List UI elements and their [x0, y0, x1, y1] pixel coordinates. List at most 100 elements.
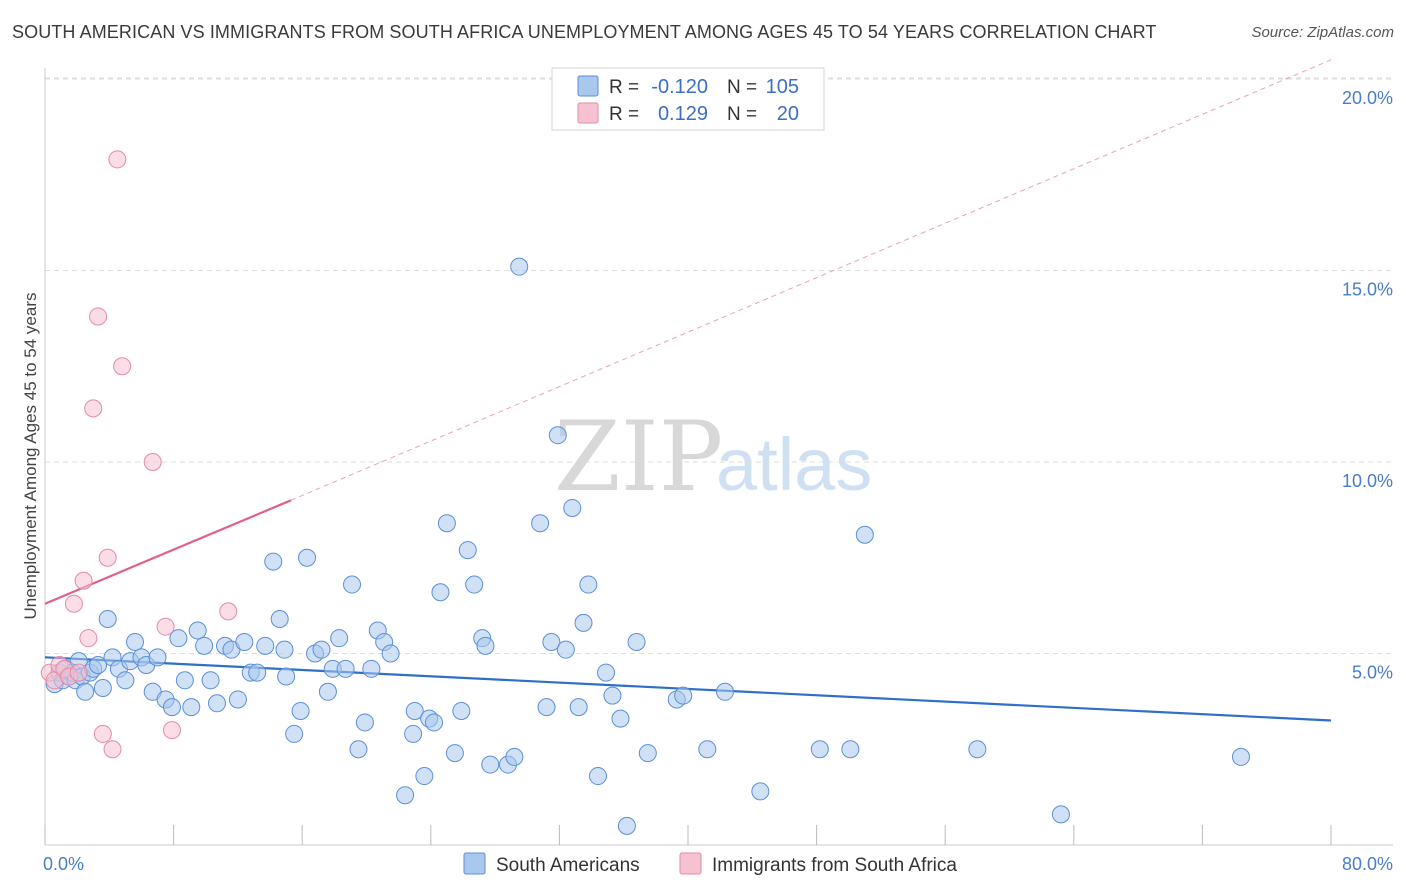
data-point-south-americans [208, 694, 227, 713]
legend-r-value-pink: 0.129 [658, 103, 708, 125]
data-point-south-americans [698, 740, 717, 759]
data-point-south-americans [465, 575, 484, 594]
data-point-immigrants-south-africa [64, 594, 83, 613]
data-point-south-americans [715, 682, 734, 701]
data-point-south-americans [188, 621, 207, 640]
data-point-south-americans [277, 667, 296, 686]
gridlines [45, 77, 1393, 654]
data-point-immigrants-south-africa [113, 357, 132, 376]
trend-lines [44, 59, 1332, 722]
data-point-south-americans [228, 690, 247, 709]
data-point-south-americans [611, 709, 630, 728]
x-tick-label-min: 0.0% [43, 854, 84, 874]
data-point-south-americans [270, 610, 289, 629]
watermark-atlas-text: atlas [716, 423, 872, 506]
data-point-south-americans [542, 633, 561, 652]
data-point-south-americans [330, 629, 349, 648]
legend-swatch-pink [577, 102, 599, 124]
data-point-immigrants-south-africa [93, 724, 112, 743]
data-point-south-americans [355, 713, 374, 732]
data-point-south-americans [855, 525, 874, 544]
legend-n-label: N = [727, 104, 757, 125]
data-point-south-americans [76, 682, 95, 701]
source-credit: Source: ZipAtlas.com [1251, 24, 1394, 41]
data-point-south-americans [431, 583, 450, 602]
legend-n-value-blue: 105 [766, 76, 799, 98]
data-point-south-americans [674, 686, 693, 705]
data-point-south-americans [548, 426, 567, 445]
y-tick-label: 10.0% [1342, 471, 1393, 491]
data-point-south-americans [349, 740, 368, 759]
data-point-south-americans [201, 671, 220, 690]
series-legend: South Americans Immigrants from South Af… [463, 852, 957, 876]
bottom-legend-swatch-pink [679, 852, 702, 875]
data-point-south-americans [235, 633, 254, 652]
data-point-south-americans [588, 767, 607, 786]
chart-title: SOUTH AMERICAN VS IMMIGRANTS FROM SOUTH … [12, 22, 1157, 42]
data-point-south-americans [98, 610, 117, 629]
data-point-south-americans [445, 744, 464, 763]
data-point-south-americans [458, 541, 477, 560]
data-point-south-americans [343, 575, 362, 594]
data-point-south-americans [89, 655, 108, 674]
legend-n-label: N = [727, 77, 757, 98]
data-point-south-americans [638, 744, 657, 763]
data-point-south-americans [841, 740, 860, 759]
data-point-south-americans [298, 548, 317, 567]
data-point-south-americans [556, 640, 575, 659]
y-tick-labels: 5.0% 10.0% 15.0% 20.0% [1342, 88, 1393, 683]
bottom-legend-swatch-blue [463, 852, 486, 875]
data-point-south-americans [437, 514, 456, 533]
data-point-south-americans [148, 648, 167, 667]
legend-r-label: R = [609, 77, 639, 98]
data-point-south-americans [569, 698, 588, 717]
data-point-south-americans [182, 698, 201, 717]
data-point-south-americans [597, 663, 616, 682]
data-point-south-americans [396, 786, 415, 805]
data-point-south-americans [603, 686, 622, 705]
series-south-americans [45, 257, 1250, 835]
data-point-south-americans [1231, 747, 1250, 766]
legend-swatch-blue [577, 75, 599, 97]
legend-n-value-pink: 20 [777, 103, 799, 125]
y-tick-label: 15.0% [1342, 280, 1393, 300]
data-point-immigrants-south-africa [69, 663, 88, 682]
data-point-immigrants-south-africa [74, 571, 93, 590]
data-point-south-americans [362, 659, 381, 678]
y-tick-label: 20.0% [1342, 88, 1393, 108]
data-point-south-americans [563, 498, 582, 517]
data-point-immigrants-south-africa [156, 617, 175, 636]
y-tick-label: 5.0% [1352, 663, 1393, 683]
data-point-south-americans [1051, 805, 1070, 824]
data-point-south-americans [810, 740, 829, 759]
legend-r-value-blue: -0.120 [651, 76, 708, 98]
data-point-immigrants-south-africa [143, 453, 162, 471]
data-point-south-americans [275, 640, 294, 659]
data-point-south-americans [452, 701, 471, 720]
data-point-south-americans [116, 671, 135, 690]
data-point-immigrants-south-africa [84, 399, 103, 418]
data-point-south-americans [531, 514, 550, 533]
data-point-south-americans [381, 644, 400, 663]
data-point-south-americans [627, 633, 646, 652]
data-point-south-americans [162, 698, 181, 717]
data-point-south-americans [312, 640, 331, 659]
y-axis-title: Unemployment Among Ages 45 to 54 years [21, 293, 40, 620]
data-point-south-americans [425, 713, 444, 732]
data-point-south-americans [574, 613, 593, 632]
data-point-south-americans [751, 782, 770, 801]
data-point-south-americans [510, 257, 529, 276]
data-point-south-americans [617, 816, 636, 835]
data-point-south-americans [126, 633, 145, 652]
data-point-south-americans [93, 678, 112, 697]
data-point-south-americans [579, 575, 598, 594]
data-point-south-americans [291, 701, 310, 720]
data-point-south-americans [537, 698, 556, 717]
data-point-south-americans [248, 663, 267, 682]
data-point-south-americans [405, 701, 424, 720]
data-point-immigrants-south-africa [219, 602, 238, 621]
data-point-immigrants-south-africa [103, 740, 122, 759]
x-tick-label-max: 80.0% [1342, 854, 1393, 874]
series-immigrants-south-africa [40, 150, 238, 759]
